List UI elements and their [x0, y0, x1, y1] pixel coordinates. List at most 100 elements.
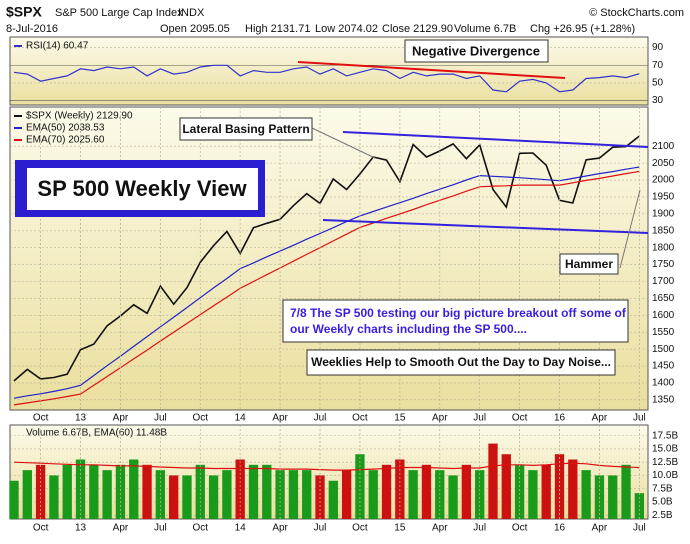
volume-bar: [115, 464, 126, 519]
date: 8-Jul-2016: [6, 23, 58, 35]
volume-bar: [35, 464, 46, 519]
index-name: S&P 500 Large Cap Index: [55, 7, 183, 19]
volume-bar: [514, 464, 525, 519]
note-line: 7/8 The SP 500 testing our big picture b…: [290, 306, 627, 320]
y-tick-label: 1550: [652, 327, 675, 338]
volume-bar: [421, 464, 432, 519]
series-line: [13, 170, 640, 406]
volume-bar: [142, 464, 152, 519]
callout: Lateral Basing Pattern: [182, 122, 309, 136]
change: Chg +26.95 (+1.28%): [530, 23, 635, 35]
volume-bar: [169, 475, 179, 519]
volume-bar: [182, 475, 192, 519]
y-tick-label: 2000: [652, 175, 675, 186]
x-tick-label: Oct: [512, 523, 528, 534]
series-line: [13, 166, 640, 399]
volume-bar: [621, 464, 631, 519]
y-tick-label: 50: [652, 78, 664, 89]
resistance-line: [342, 131, 649, 148]
x-tick-label: Jul: [154, 523, 167, 534]
volume-bar: [381, 464, 392, 519]
x-tick-label: Jul: [633, 413, 646, 424]
support-line: [322, 219, 649, 234]
volume-bar: [448, 475, 458, 519]
callout: Hammer: [565, 257, 613, 271]
x-tick-label: Apr: [113, 413, 129, 424]
x-tick-label: Jul: [473, 523, 486, 534]
y-tick-label: 7.5B: [652, 483, 673, 494]
volume-bar: [129, 459, 139, 519]
x-tick-label: Oct: [192, 523, 208, 534]
y-tick-label: 1450: [652, 361, 675, 372]
y-tick-label: 1950: [652, 192, 675, 203]
x-tick-label: Jul: [633, 523, 646, 534]
volume-bar: [49, 475, 59, 519]
exchange: INDX: [178, 7, 205, 19]
panel-title: Volume 6.67B, EMA(60) 11.48B: [26, 428, 167, 439]
volume-bar: [488, 443, 498, 519]
volume-bar: [22, 470, 32, 519]
volume-bar: [208, 475, 219, 519]
title-text: SP 500 Weekly View: [37, 176, 247, 201]
high: High 2131.71: [245, 23, 310, 35]
callout-pointer: [619, 189, 641, 269]
volume-bar: [608, 475, 618, 519]
volume-bar: [262, 464, 272, 519]
y-tick-label: 1600: [652, 310, 675, 321]
y-tick-label: 2.5B: [652, 510, 673, 521]
x-tick-label: 15: [394, 413, 406, 424]
y-tick-label: 1800: [652, 242, 675, 253]
x-tick-label: Jul: [314, 413, 327, 424]
volume-bar: [9, 480, 19, 519]
y-tick-label: 10.0B: [652, 470, 678, 481]
y-tick-label: 1350: [652, 394, 675, 405]
volume-bar: [302, 470, 312, 519]
open: Open 2095.05: [160, 23, 230, 35]
volume-bar: [501, 454, 511, 519]
callout: Weeklies Help to Smooth Out the Day to D…: [311, 355, 611, 369]
y-tick-label: 1650: [652, 293, 675, 304]
volume-bar: [328, 480, 338, 519]
x-tick-label: 13: [75, 523, 87, 534]
x-tick-label: Jul: [314, 523, 327, 534]
y-tick-label: 2050: [652, 158, 675, 169]
x-tick-label: 14: [235, 523, 247, 534]
x-tick-label: Jul: [154, 413, 167, 424]
x-tick-label: 16: [554, 413, 566, 424]
title-box: [27, 168, 258, 210]
y-tick-label: 1900: [652, 209, 675, 220]
x-tick-label: Oct: [512, 413, 528, 424]
x-tick-label: Apr: [432, 523, 448, 534]
close: Close 2129.90: [382, 23, 453, 35]
y-tick-label: 12.5B: [652, 457, 678, 468]
callout-box: [179, 117, 313, 141]
y-tick-label: 15.0B: [652, 444, 678, 455]
x-tick-label: Apr: [592, 413, 608, 424]
x-tick-label: Oct: [352, 413, 368, 424]
x-tick-label: Apr: [272, 523, 288, 534]
note-box: [282, 299, 629, 343]
x-tick-label: 13: [75, 413, 87, 424]
callout-pointer: [311, 127, 376, 159]
x-tick-label: Oct: [33, 413, 49, 424]
y-tick-label: 70: [652, 60, 664, 71]
volume-bar: [528, 470, 538, 519]
series-line: [13, 135, 640, 382]
x-tick-label: Apr: [592, 523, 608, 534]
x-tick-label: Oct: [352, 523, 368, 534]
y-tick-label: 1400: [652, 378, 675, 389]
callout: Negative Divergence: [412, 43, 540, 58]
x-tick-label: Apr: [272, 413, 288, 424]
volume-bar: [581, 470, 591, 519]
x-tick-label: Apr: [432, 413, 448, 424]
legend-label: $SPX (Weekly) 2129.90: [26, 111, 133, 122]
ema-line: [13, 461, 640, 471]
volume-bar: [102, 470, 112, 519]
volume-bar: [368, 470, 378, 519]
x-tick-label: Oct: [192, 413, 208, 424]
y-tick-label: 30: [652, 95, 664, 106]
y-tick-label: 90: [652, 42, 664, 53]
x-tick-label: Oct: [33, 523, 49, 534]
divergence-line: [297, 61, 566, 79]
